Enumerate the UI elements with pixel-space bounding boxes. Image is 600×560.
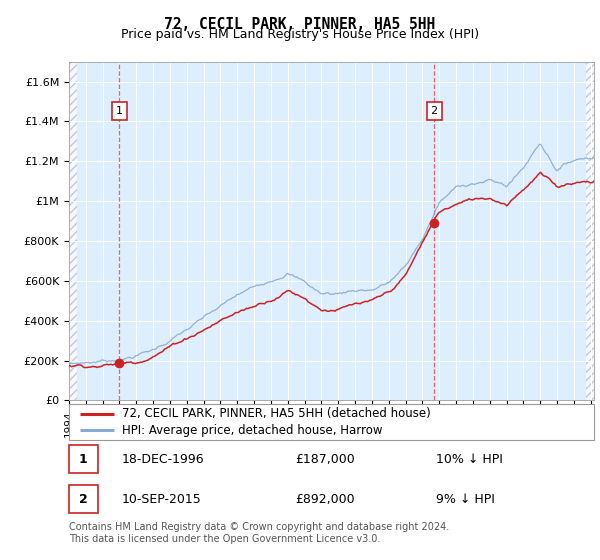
Text: Price paid vs. HM Land Registry's House Price Index (HPI): Price paid vs. HM Land Registry's House … [121, 28, 479, 41]
Text: 72, CECIL PARK, PINNER, HA5 5HH: 72, CECIL PARK, PINNER, HA5 5HH [164, 17, 436, 32]
Text: £187,000: £187,000 [295, 452, 355, 465]
Text: 1: 1 [116, 106, 123, 116]
Text: 18-DEC-1996: 18-DEC-1996 [121, 452, 204, 465]
Text: HPI: Average price, detached house, Harrow: HPI: Average price, detached house, Harr… [121, 423, 382, 437]
Text: Contains HM Land Registry data © Crown copyright and database right 2024.
This d: Contains HM Land Registry data © Crown c… [69, 522, 449, 544]
Bar [69, 445, 98, 473]
Text: 9% ↓ HPI: 9% ↓ HPI [437, 493, 496, 506]
Text: £892,000: £892,000 [295, 493, 355, 506]
Text: 2: 2 [79, 493, 88, 506]
Bar [69, 485, 98, 514]
Text: 1: 1 [79, 452, 88, 465]
Text: 72, CECIL PARK, PINNER, HA5 5HH (detached house): 72, CECIL PARK, PINNER, HA5 5HH (detache… [121, 407, 430, 421]
Text: 10-SEP-2015: 10-SEP-2015 [121, 493, 201, 506]
Text: 10% ↓ HPI: 10% ↓ HPI [437, 452, 503, 465]
Text: 2: 2 [431, 106, 438, 116]
